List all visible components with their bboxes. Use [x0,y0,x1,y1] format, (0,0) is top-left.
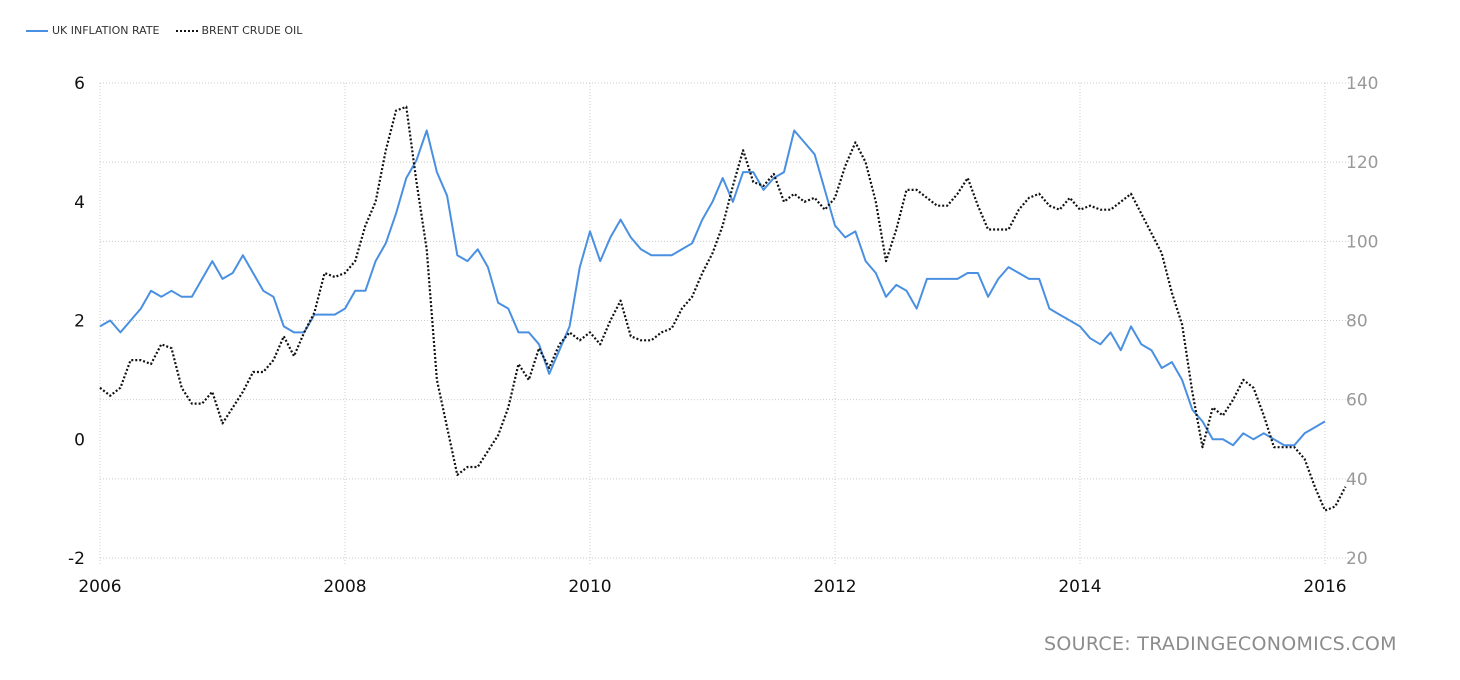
y-left-tick-label: 0 [74,430,85,450]
legend-label-inflation: UK INFLATION RATE [52,24,160,37]
y-right-tick-label: 60 [1346,391,1368,411]
x-tick-label: 2008 [323,577,366,597]
x-tick-label: 2016 [1303,577,1346,597]
y-left-tick-label: 6 [74,74,85,94]
x-tick-label: 2010 [568,577,611,597]
legend-swatch-inflation [26,29,48,32]
y-left-tick-label: 4 [74,193,85,213]
x-tick-label: 2006 [78,577,121,597]
legend-swatch-oil [175,29,198,32]
source-label: SOURCE: TRADINGECONOMICS.COM [1044,633,1397,655]
y-left-tick-label: 2 [74,312,85,332]
legend: UK INFLATION RATE BRENT CRUDE OIL [26,24,318,37]
y-right-tick-label: 140 [1346,74,1378,94]
y-right-tick-label: 120 [1346,153,1378,173]
y-left-tick-label: -2 [68,549,85,569]
legend-label-oil: BRENT CRUDE OIL [201,24,303,37]
legend-item-inflation[interactable]: UK INFLATION RATE [26,24,160,37]
x-tick-label: 2012 [813,577,856,597]
y-right-tick-label: 80 [1346,312,1368,332]
series-line-brent-crude-oil [99,105,1347,512]
x-tick-label: 2014 [1058,577,1101,597]
y-right-tick-label: 40 [1346,470,1368,490]
y-right-tick-label: 100 [1346,232,1378,252]
legend-item-oil[interactable]: BRENT CRUDE OIL [175,24,303,37]
series-line-uk-inflation [99,129,1326,447]
y-right-tick-label: 20 [1346,549,1368,569]
